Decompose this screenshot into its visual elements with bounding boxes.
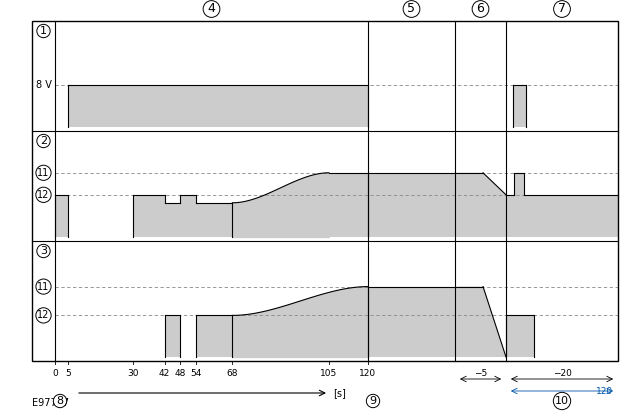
- Text: 11: 11: [37, 168, 49, 178]
- Text: 120: 120: [359, 369, 377, 378]
- Text: 105: 105: [320, 369, 337, 378]
- Text: E97767: E97767: [32, 398, 69, 408]
- Polygon shape: [455, 287, 506, 357]
- Text: 3: 3: [40, 246, 47, 256]
- Bar: [133, 195, 165, 237]
- Text: 30: 30: [127, 369, 139, 378]
- Text: 12: 12: [37, 190, 49, 200]
- Text: 4: 4: [207, 2, 216, 15]
- Text: 11: 11: [37, 282, 49, 292]
- Text: 12: 12: [37, 310, 49, 320]
- Bar: [32, 21, 618, 361]
- Text: −20: −20: [553, 369, 571, 378]
- Text: 5: 5: [65, 369, 71, 378]
- Text: 42: 42: [159, 369, 170, 378]
- Bar: [506, 195, 618, 237]
- Text: 8 V: 8 V: [36, 80, 52, 90]
- Text: 9: 9: [370, 396, 377, 406]
- Text: 7: 7: [558, 2, 566, 15]
- Text: 10: 10: [555, 396, 569, 406]
- Bar: [329, 173, 368, 237]
- Text: 120: 120: [596, 387, 613, 396]
- Text: −5: −5: [474, 369, 487, 378]
- Text: 48: 48: [174, 369, 186, 378]
- Bar: [368, 287, 455, 357]
- Bar: [514, 173, 524, 195]
- Text: 0: 0: [52, 369, 58, 378]
- Text: 2: 2: [40, 136, 47, 146]
- Bar: [196, 203, 233, 237]
- Bar: [513, 85, 526, 127]
- Text: 6: 6: [477, 2, 484, 15]
- Bar: [68, 85, 368, 127]
- Bar: [196, 315, 233, 357]
- Bar: [368, 173, 455, 237]
- Bar: [506, 315, 534, 357]
- Text: 1: 1: [40, 26, 47, 36]
- Bar: [165, 203, 180, 237]
- Text: 5: 5: [408, 2, 415, 15]
- Bar: [55, 195, 68, 237]
- Text: [s]: [s]: [333, 388, 346, 398]
- Bar: [165, 315, 180, 357]
- Text: 68: 68: [226, 369, 238, 378]
- Text: 54: 54: [190, 369, 202, 378]
- Polygon shape: [455, 173, 506, 237]
- Bar: [180, 195, 196, 237]
- Text: 8: 8: [56, 396, 63, 406]
